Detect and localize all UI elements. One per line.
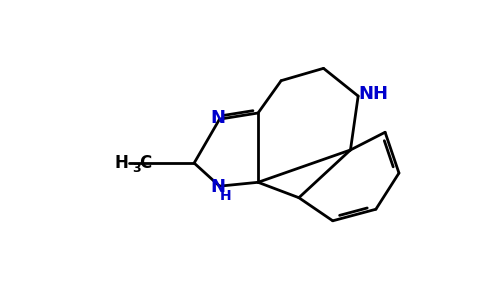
Text: 3: 3 bbox=[133, 162, 141, 175]
Text: NH: NH bbox=[359, 85, 389, 103]
Text: N: N bbox=[211, 110, 226, 128]
Text: C: C bbox=[139, 154, 151, 172]
Text: N: N bbox=[211, 178, 226, 196]
Text: H: H bbox=[114, 154, 128, 172]
Text: H: H bbox=[220, 189, 231, 203]
